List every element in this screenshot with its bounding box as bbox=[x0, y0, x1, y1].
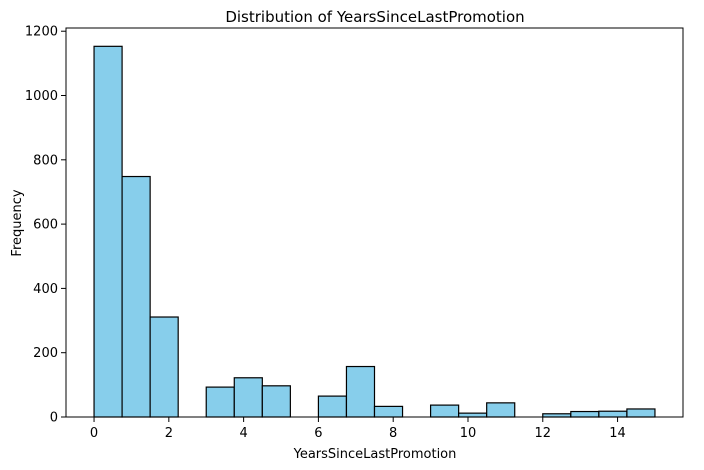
y-axis: 0 200 400 600 800 1000 1200 bbox=[25, 25, 66, 426]
histogram-bar bbox=[345, 365, 376, 418]
y-tick-label: 400 bbox=[33, 282, 58, 297]
y-axis-label: Frequency bbox=[10, 189, 25, 256]
histogram-bar bbox=[486, 402, 516, 418]
histogram-bar bbox=[317, 395, 348, 418]
y-tick-label: 1000 bbox=[25, 89, 58, 104]
x-tick-label: 6 bbox=[314, 426, 322, 441]
histogram-bar bbox=[149, 316, 179, 418]
histogram-bar bbox=[121, 175, 151, 418]
y-tick-label: 0 bbox=[50, 411, 58, 426]
histogram-bar bbox=[233, 377, 263, 418]
chart-title: Distribution of YearsSinceLastPromotion bbox=[225, 8, 524, 26]
histogram-bar bbox=[429, 404, 460, 418]
x-tick-label: 10 bbox=[460, 426, 477, 441]
y-tick-label: 1200 bbox=[25, 25, 58, 40]
x-tick-label: 12 bbox=[534, 426, 551, 441]
histogram-bar bbox=[626, 408, 656, 418]
bars-group bbox=[93, 45, 656, 418]
y-tick-label: 200 bbox=[33, 346, 58, 361]
x-tick-label: 14 bbox=[609, 426, 626, 441]
x-tick-label: 8 bbox=[389, 426, 397, 441]
x-tick-label: 2 bbox=[165, 426, 173, 441]
x-axis-label: YearsSinceLastPromotion bbox=[293, 447, 457, 462]
histogram-bar bbox=[93, 45, 123, 418]
x-tick-label: 4 bbox=[239, 426, 247, 441]
histogram-bar bbox=[373, 405, 404, 418]
histogram-bar bbox=[458, 412, 488, 418]
y-tick-label: 600 bbox=[33, 218, 58, 233]
histogram-bar bbox=[205, 386, 235, 418]
histogram-bar bbox=[570, 410, 600, 418]
x-axis: 0 2 4 6 8 10 12 14 bbox=[90, 417, 626, 441]
plot-frame bbox=[65, 27, 684, 418]
y-tick-label: 800 bbox=[33, 153, 58, 168]
x-tick-label: 0 bbox=[90, 426, 98, 441]
histogram-bar bbox=[598, 410, 628, 418]
histogram-bar bbox=[261, 385, 291, 418]
